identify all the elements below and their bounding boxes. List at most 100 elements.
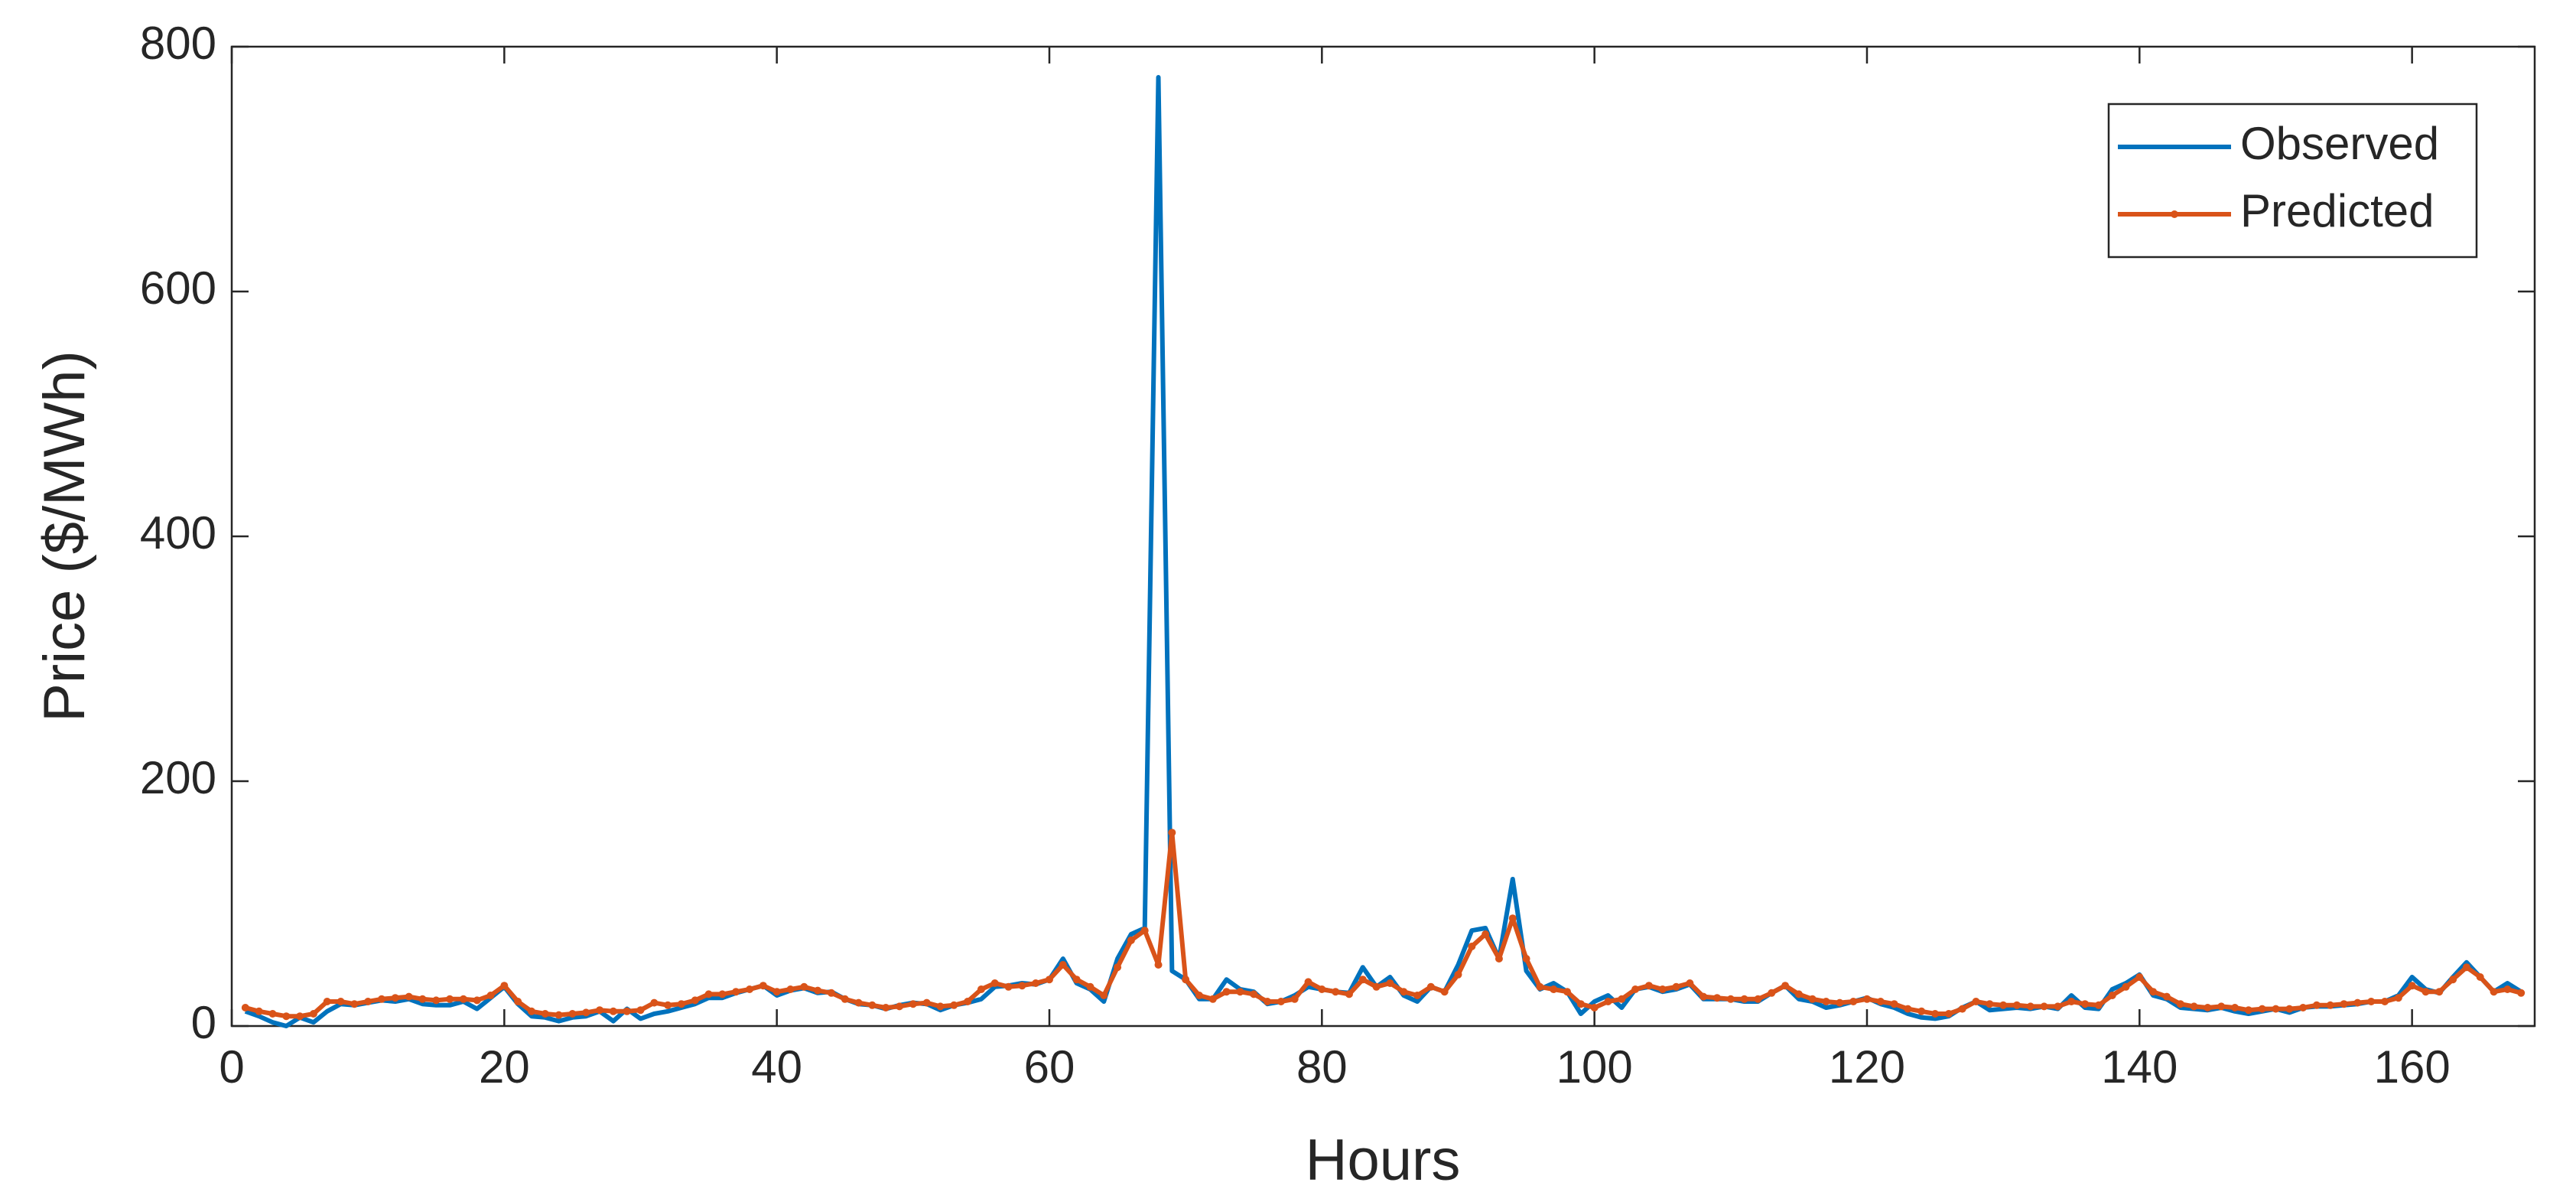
point-marker: [446, 995, 454, 1003]
point-marker: [691, 996, 699, 1005]
point-marker: [568, 1010, 577, 1018]
series-line: [245, 830, 2522, 1019]
point-marker: [1754, 995, 1762, 1003]
point-marker: [1072, 976, 1081, 984]
point-marker: [1454, 970, 1462, 979]
point-marker: [1182, 976, 1190, 984]
point-marker: [1332, 988, 1340, 996]
point-marker: [650, 998, 659, 1007]
point-marker: [1345, 990, 1353, 998]
point-marker: [2149, 988, 2158, 996]
point-marker: [500, 982, 509, 990]
point-marker: [1386, 979, 1394, 987]
point-marker: [2094, 1001, 2103, 1009]
point-marker: [1004, 982, 1013, 991]
point-marker: [473, 996, 481, 1005]
point-marker: [282, 1012, 291, 1021]
point-marker: [555, 1011, 563, 1019]
point-marker: [2135, 973, 2144, 981]
point-marker: [1522, 955, 1530, 963]
x-axis-label: Hours: [1306, 1128, 1461, 1193]
point-marker: [2517, 989, 2526, 997]
x-tick-label: 140: [2101, 1041, 2178, 1093]
point-marker: [2408, 982, 2416, 990]
point-marker: [1508, 914, 1517, 923]
point-marker: [405, 992, 413, 1001]
point-marker: [2244, 1006, 2252, 1015]
point-marker: [677, 1000, 685, 1008]
point-marker: [514, 998, 522, 1005]
point-marker: [1290, 995, 1299, 1003]
point-marker: [2012, 1001, 2021, 1009]
point-marker: [391, 994, 399, 1002]
point-marker: [1958, 1005, 1966, 1013]
point-marker: [1944, 1010, 1953, 1018]
point-marker: [827, 989, 835, 997]
point-marker: [909, 1000, 917, 1008]
point-marker: [1563, 988, 1572, 996]
point-marker: [1482, 930, 1490, 938]
point-marker: [2176, 1000, 2184, 1008]
point-marker: [936, 1002, 945, 1011]
point-marker: [841, 995, 849, 1003]
point-marker: [1495, 955, 1503, 963]
point-marker: [990, 979, 999, 987]
point-marker: [1768, 989, 1776, 997]
point-marker: [2067, 998, 2076, 1005]
point-marker: [2190, 1002, 2198, 1011]
point-marker: [255, 1007, 263, 1015]
point-marker: [418, 995, 427, 1003]
point-marker: [1917, 1007, 1926, 1015]
point-marker: [350, 1000, 359, 1008]
point-marker: [1999, 1001, 2008, 1009]
legend-box: [2107, 103, 2478, 259]
point-marker: [2162, 992, 2171, 1001]
y-axis-label: Price ($/MWh): [32, 350, 97, 722]
point-marker: [1114, 963, 1122, 972]
point-marker: [854, 998, 863, 1007]
point-marker: [964, 998, 972, 1005]
legend-label: Predicted: [2240, 185, 2434, 236]
point-marker: [1468, 943, 1476, 950]
point-marker: [2040, 1002, 2048, 1011]
point-marker: [1576, 1000, 1585, 1008]
point-marker: [814, 986, 822, 995]
x-tick-label: 20: [479, 1041, 530, 1093]
point-marker: [2054, 1002, 2062, 1011]
point-marker: [1781, 982, 1790, 990]
point-marker: [1836, 998, 1844, 1007]
point-marker: [1876, 998, 1885, 1005]
point-marker: [623, 1007, 631, 1015]
point-marker: [786, 985, 795, 993]
point-marker: [1618, 995, 1626, 1003]
point-marker: [2340, 1000, 2348, 1008]
point-marker: [2503, 985, 2512, 993]
point-marker: [800, 982, 808, 991]
y-tick-label: 600: [140, 262, 216, 314]
point-marker: [2299, 1004, 2308, 1011]
point-marker: [1318, 985, 1326, 993]
point-marker: [1536, 982, 1544, 991]
point-marker: [1686, 979, 1694, 987]
point-marker: [1250, 990, 1258, 998]
point-marker: [1208, 995, 1217, 1003]
point-marker: [1822, 998, 1830, 1005]
x-tick-label: 60: [1024, 1041, 1075, 1093]
point-marker: [1644, 982, 1653, 990]
point-marker: [1140, 927, 1149, 935]
point-marker: [977, 985, 985, 993]
point-marker: [1550, 985, 1558, 993]
point-marker: [459, 995, 467, 1003]
point-marker: [1904, 1005, 1912, 1013]
point-marker: [2462, 963, 2470, 972]
point-marker: [922, 998, 931, 1007]
y-tick-label: 200: [140, 752, 216, 803]
point-marker: [2204, 1004, 2212, 1011]
x-tick-label: 100: [1556, 1041, 1633, 1093]
point-marker: [2108, 992, 2116, 999]
point-marker: [732, 988, 740, 996]
point-marker: [868, 1001, 877, 1009]
point-marker: [2476, 973, 2484, 981]
point-marker: [1059, 961, 1067, 969]
